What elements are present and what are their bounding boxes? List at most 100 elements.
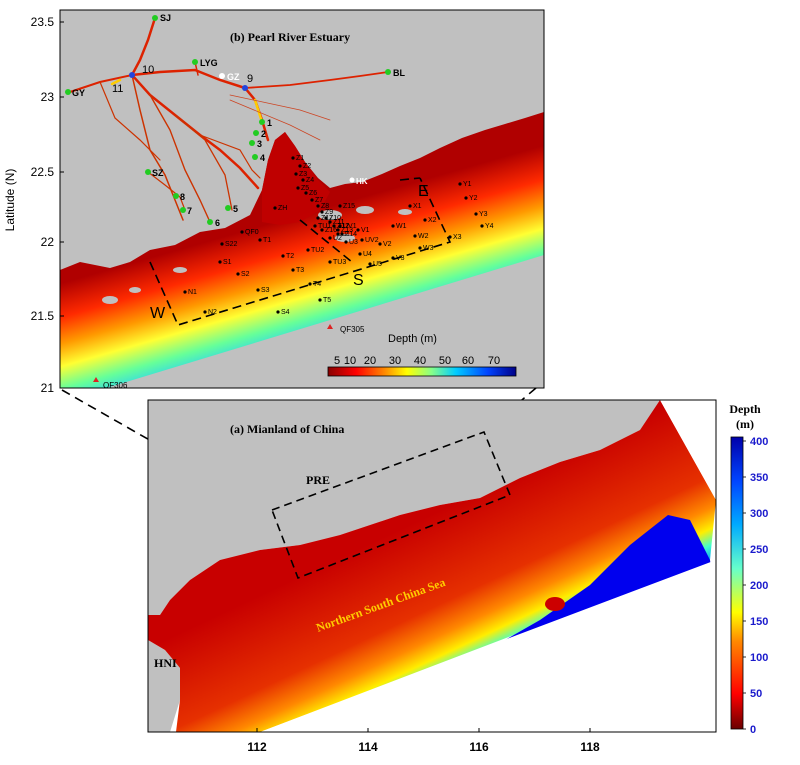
gauge-label: LYG — [200, 58, 218, 68]
panel-a-domain-cutoff — [260, 560, 716, 732]
station-label: S2 — [241, 271, 250, 278]
station-label: U3 — [349, 239, 358, 246]
xtick-label: 118 — [580, 740, 600, 754]
colorbar-tick-label: 30 — [389, 355, 401, 367]
station-label: T2 — [286, 253, 294, 260]
gauge-label: GY — [72, 88, 85, 98]
station-label: X3 — [453, 234, 462, 241]
station-label: Z1 — [296, 155, 304, 162]
panel-b-qf-stations: QF305 QF306 — [93, 324, 365, 388]
panel-a-hainan — [148, 640, 180, 732]
station-marker — [360, 238, 364, 242]
station-label: V1 — [361, 227, 370, 234]
station-marker — [301, 178, 305, 182]
panel-b-rivers — [69, 16, 389, 223]
station-marker — [328, 220, 332, 224]
panel-a-pre-box — [270, 430, 512, 580]
station-label: Z6 — [309, 190, 317, 197]
ytick-label: 21.5 — [31, 309, 55, 323]
station-marker — [378, 242, 382, 246]
station-marker — [338, 204, 342, 208]
station-label: S22 — [225, 241, 238, 248]
station-marker — [340, 232, 344, 236]
station-marker — [218, 260, 222, 264]
panel-b-outlets: 10 11 9 1 2 3 4 5 6 7 8 — [112, 64, 272, 228]
station-marker — [296, 186, 300, 190]
panel-b: SJ LYG GZ BL GY SZ HK 10 11 9 1 2 3 — [60, 10, 544, 388]
panel-b-colorbar-ticks: 5 10 20 30 40 50 60 70 — [334, 355, 500, 367]
panel-a-colorbar — [730, 436, 744, 730]
station-label: Y2 — [469, 195, 478, 202]
panel-a-land — [148, 400, 660, 615]
ytick-label: 22.5 — [31, 165, 55, 179]
station-marker — [336, 228, 340, 232]
colorbar-tick-label: 250 — [750, 544, 768, 556]
gauge-label: HK — [356, 177, 368, 186]
station-label: UV1 — [343, 223, 357, 230]
station-marker — [413, 234, 417, 238]
station-marker — [423, 218, 427, 222]
station-label: S1 — [223, 259, 232, 266]
panel-b-islands — [102, 206, 412, 304]
ytick-label: 23 — [41, 90, 55, 104]
station-marker — [291, 156, 295, 160]
station-marker — [291, 268, 295, 272]
xtick-label: 116 — [469, 740, 489, 754]
panel-b-sea — [60, 112, 544, 388]
xtick-label: 112 — [247, 740, 267, 754]
station-marker — [183, 290, 187, 294]
gauge-label: GZ — [227, 72, 240, 82]
colorbar-tick-label: 5 — [334, 355, 340, 367]
panel-b-title: (b) Pearl River Estuary — [230, 30, 350, 44]
gauge-gz-marker — [219, 73, 225, 79]
colorbar-tick-label: 350 — [750, 472, 768, 484]
station-label: Z4 — [306, 177, 314, 184]
station-label: T4 — [313, 281, 321, 288]
station-label: Z10 — [329, 215, 341, 222]
station-marker — [336, 232, 340, 236]
station-marker — [464, 196, 468, 200]
station-label: U2 — [333, 235, 342, 242]
station-marker — [356, 228, 360, 232]
station-label: Z3 — [299, 171, 307, 178]
station-label: Z8 — [321, 203, 329, 210]
colorbar-tick-label: 0 — [750, 724, 756, 736]
station-label: N2 — [208, 309, 217, 316]
gauge-bl-marker — [385, 69, 391, 75]
station-label: T5 — [323, 297, 331, 304]
station-marker — [418, 246, 422, 250]
panel-a-frame — [147, 399, 717, 733]
gauge-label: SJ — [160, 13, 171, 23]
panel-a-xaxis: 112 114 116 118 — [247, 728, 600, 754]
panel-b-frame — [59, 9, 545, 389]
station-label: Y3 — [479, 211, 488, 218]
colorbar-tick-label: 20 — [364, 355, 376, 367]
outlet-number: 1 — [267, 118, 272, 128]
region-label-south: S — [353, 272, 364, 289]
station-label: Z15 — [343, 203, 355, 210]
panel-b-colorbar — [327, 366, 517, 377]
outlet-number: 2 — [261, 129, 266, 139]
station-label: Z11 — [333, 219, 345, 226]
station-label: Z12 — [337, 223, 349, 230]
station-label: Z14 — [345, 231, 357, 238]
station-label: Z17 — [321, 215, 333, 222]
ytick-label: 23.5 — [31, 15, 55, 29]
station-label: Y1 — [463, 181, 472, 188]
colorbar-tick-label: 40 — [414, 355, 426, 367]
station-marker — [344, 240, 348, 244]
station-marker — [304, 191, 308, 195]
station-marker — [324, 216, 328, 220]
station-label: Z13 — [341, 227, 353, 234]
colorbar-tick-label: 70 — [488, 355, 500, 367]
panel-a-seamount — [545, 597, 565, 611]
panel-b-region-boxes — [149, 177, 452, 326]
station-marker — [306, 248, 310, 252]
station-marker — [273, 206, 277, 210]
station-marker — [368, 262, 372, 266]
panel-a-title: (a) Mianland of China — [230, 422, 344, 436]
station-label: TU3 — [333, 259, 346, 266]
panel-a-sea — [148, 400, 716, 732]
